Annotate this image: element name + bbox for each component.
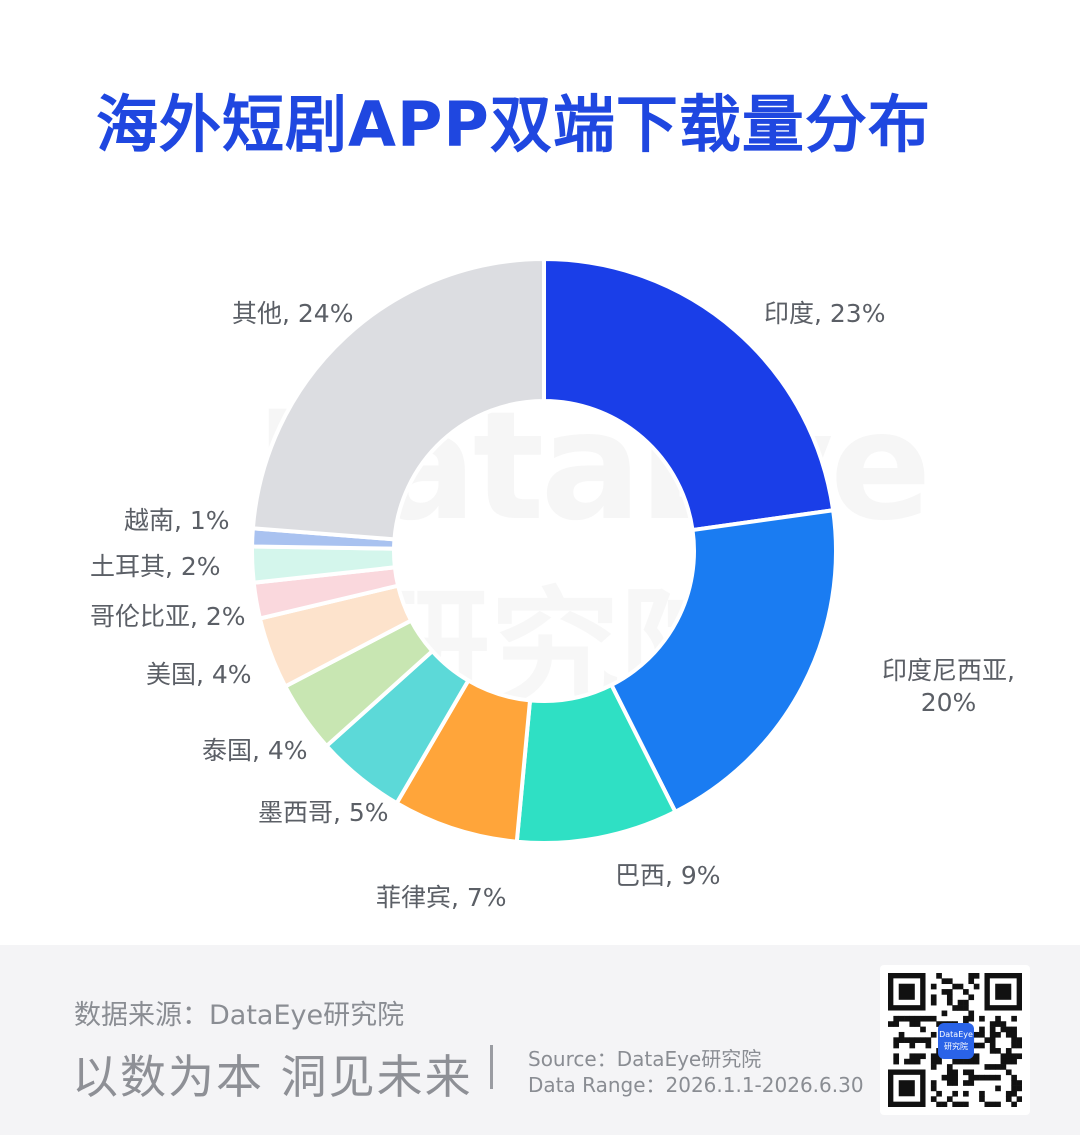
footer-divider xyxy=(490,1045,493,1089)
qr-logo: DataEye 研究院 xyxy=(938,1023,974,1059)
slice-印度 xyxy=(542,256,836,533)
slice-label-philippines: 菲律宾, 7% xyxy=(376,883,507,912)
qr-code[interactable]: DataEye 研究院 xyxy=(880,965,1030,1115)
chart-title: 海外短剧APP双端下载量分布 xyxy=(96,88,931,161)
slice-label-usa: 美国, 4% xyxy=(146,660,252,689)
slice-label-thailand: 泰国, 4% xyxy=(202,736,308,765)
slice-其他 xyxy=(250,256,546,542)
donut-svg xyxy=(250,256,838,844)
footer: 数据来源：DataEye研究院 以数为本 洞见未来 Source：DataEye… xyxy=(0,945,1080,1135)
slice-label-vietnam: 越南, 1% xyxy=(124,506,230,535)
donut-chart: DataEye 研究院 印度, 23% 印度尼西亚, 20% 巴西, 9% 菲律… xyxy=(90,256,1015,912)
slice-label-turkey: 土耳其, 2% xyxy=(90,552,221,581)
slice-label-indonesia: 印度尼西亚, 20% xyxy=(882,655,1015,719)
slice-label-mexico: 墨西哥, 5% xyxy=(258,798,389,827)
slice-label-indonesia-line1: 印度尼西亚, xyxy=(882,656,1015,685)
slice-印度尼西亚 xyxy=(608,508,838,815)
slice-label-india: 印度, 23% xyxy=(764,299,886,328)
qr-logo-line1: DataEye xyxy=(939,1030,973,1039)
slice-label-other: 其他, 24% xyxy=(232,299,354,328)
slice-label-colombia: 哥伦比亚, 2% xyxy=(90,602,246,631)
data-source: 数据来源：DataEye研究院 xyxy=(74,1000,405,1031)
source-en: Source：DataEye研究院 xyxy=(528,1047,762,1071)
qr-pattern xyxy=(888,973,1022,1107)
slogan: 以数为本 洞见未来 xyxy=(72,1050,473,1104)
qr-logo-line2: 研究院 xyxy=(944,1042,968,1051)
slice-label-indonesia-line2: 20% xyxy=(920,688,977,717)
date-range: Data Range：2026.1.1-2026.6.30 xyxy=(528,1073,864,1097)
slice-label-brazil: 巴西, 9% xyxy=(615,861,721,890)
